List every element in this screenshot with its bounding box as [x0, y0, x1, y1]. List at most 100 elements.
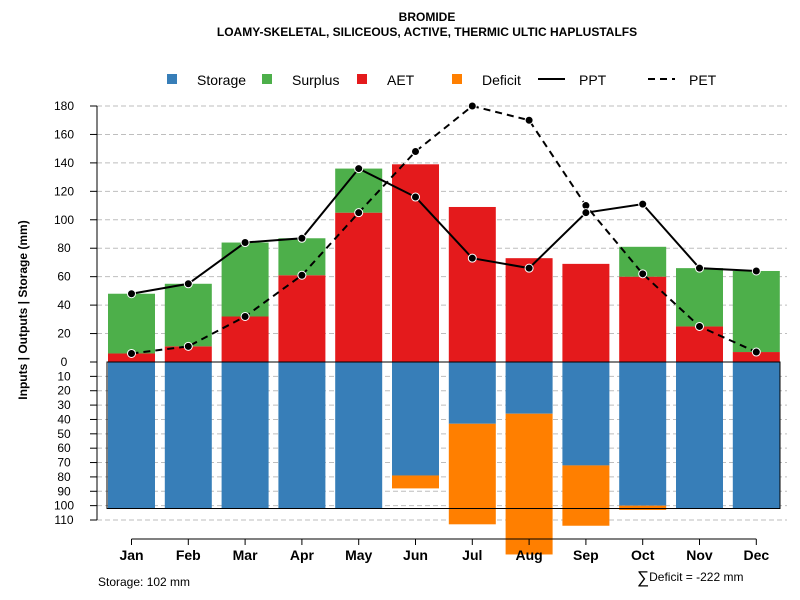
storage-bar: [108, 362, 155, 509]
axes: 0204060801001201401601801020304050607080…: [54, 99, 781, 563]
pet-point: [467, 101, 477, 111]
x-tick-label: May: [345, 547, 372, 563]
y-tick-label: 160: [54, 127, 74, 141]
x-tick-label: Jul: [462, 547, 482, 563]
x-tick-label: Nov: [686, 547, 713, 563]
pet-point: [524, 115, 534, 125]
pet-point: [751, 347, 761, 357]
surplus-bar: [164, 283, 212, 347]
surplus-bar: [335, 168, 383, 213]
legend: Storage Surplus AET Deficit PPT PET: [167, 72, 717, 88]
x-tick-label: Mar: [233, 547, 258, 563]
storage-bar: [562, 362, 610, 466]
ppt-point: [695, 263, 704, 273]
y-tick-label: 10: [57, 369, 71, 383]
pet-point: [695, 321, 704, 331]
x-tick-label: Sep: [573, 547, 599, 563]
legend-swatch-surplus: [262, 74, 272, 84]
x-tick-label: Feb: [176, 547, 201, 563]
y-tick-label: 60: [57, 441, 71, 455]
legend-swatch-aet: [357, 74, 367, 84]
y-tick-label: 60: [57, 270, 71, 284]
x-tick-label: Oct: [631, 547, 655, 563]
storage-capacity-frame: [106, 361, 781, 510]
ppt-point: [297, 233, 307, 243]
pet-line: [131, 104, 757, 355]
y-tick-label: 90: [57, 484, 71, 498]
x-tick-label: Jun: [403, 547, 428, 563]
y-tick-label: 40: [57, 412, 71, 426]
gridlines: [97, 105, 787, 521]
y-tick-label: 110: [54, 513, 73, 527]
ppt-point: [524, 263, 534, 273]
pet-point: [127, 348, 136, 358]
bars: [108, 164, 780, 555]
pet-point: [240, 311, 250, 321]
ppt-point: [411, 192, 420, 202]
y-tick-label: 30: [57, 398, 71, 412]
aet-bar: [278, 275, 326, 362]
aet-bar: [732, 352, 780, 362]
legend-label: PET: [689, 72, 717, 88]
ppt-point: [581, 208, 591, 218]
deficit-bar: [448, 423, 496, 525]
deficit-footer-label: Deficit = -222 mm: [649, 570, 744, 584]
storage-bar: [505, 362, 553, 414]
deficit-footer: ∑Deficit = -222 mm: [637, 568, 743, 588]
ppt-point: [751, 266, 761, 276]
lines: [127, 101, 761, 358]
ppt-line: [131, 167, 757, 295]
ppt-point: [467, 253, 477, 263]
x-tick-label: Apr: [290, 547, 315, 563]
pet-point: [183, 341, 193, 351]
aet-bar: [505, 258, 553, 362]
y-axis-label: Inputs | Outputs | Storage (mm): [16, 220, 30, 399]
y-tick-label: 20: [57, 327, 71, 341]
y-tick-label: 50: [57, 427, 71, 441]
storage-bar: [278, 362, 326, 509]
ppt-point: [354, 164, 364, 174]
sum-symbol: ∑: [637, 568, 650, 587]
y-tick-label: 80: [57, 470, 71, 484]
legend-label: Storage: [197, 72, 246, 88]
chart-subtitle: LOAMY-SKELETAL, SILICEOUS, ACTIVE, THERM…: [217, 25, 637, 39]
surplus-bar: [732, 270, 780, 353]
ppt-point: [183, 279, 193, 289]
storage-bar: [676, 362, 723, 509]
storage-bar: [448, 362, 496, 424]
storage-bar: [164, 362, 212, 509]
y-tick-label: 120: [54, 184, 74, 198]
y-tick-label: 20: [57, 384, 71, 398]
y-tick-label: 70: [57, 456, 71, 470]
storage-bar: [221, 362, 269, 509]
y-tick-label: 140: [54, 156, 74, 170]
legend-swatch-deficit: [452, 74, 462, 84]
aet-bar: [335, 212, 383, 362]
legend-label: PPT: [579, 72, 607, 88]
storage-bar: [335, 362, 383, 509]
legend-label: Deficit: [482, 72, 521, 88]
pet-point: [638, 269, 648, 279]
pet-point: [297, 270, 307, 280]
storage-footer: Storage: 102 mm: [98, 575, 191, 589]
aet-bar: [619, 276, 667, 362]
surplus-bar: [108, 293, 155, 354]
legend-label: AET: [387, 72, 415, 88]
deficit-bar: [392, 475, 439, 489]
deficit-bar: [505, 413, 553, 555]
legend-label: Surplus: [292, 72, 339, 88]
surplus-bar: [676, 268, 723, 327]
storage-bar: [732, 362, 780, 509]
storage-bar: [392, 362, 439, 476]
ppt-point: [127, 289, 136, 299]
pet-point: [411, 147, 420, 157]
surplus-bar: [278, 238, 326, 276]
deficit-bar: [562, 465, 610, 526]
storage-bar: [619, 362, 667, 506]
aet-bar: [676, 326, 723, 362]
ppt-point: [240, 238, 250, 248]
x-tick-label: Aug: [515, 547, 542, 563]
y-tick-label: 100: [54, 499, 74, 513]
legend-swatch-storage: [167, 74, 177, 84]
